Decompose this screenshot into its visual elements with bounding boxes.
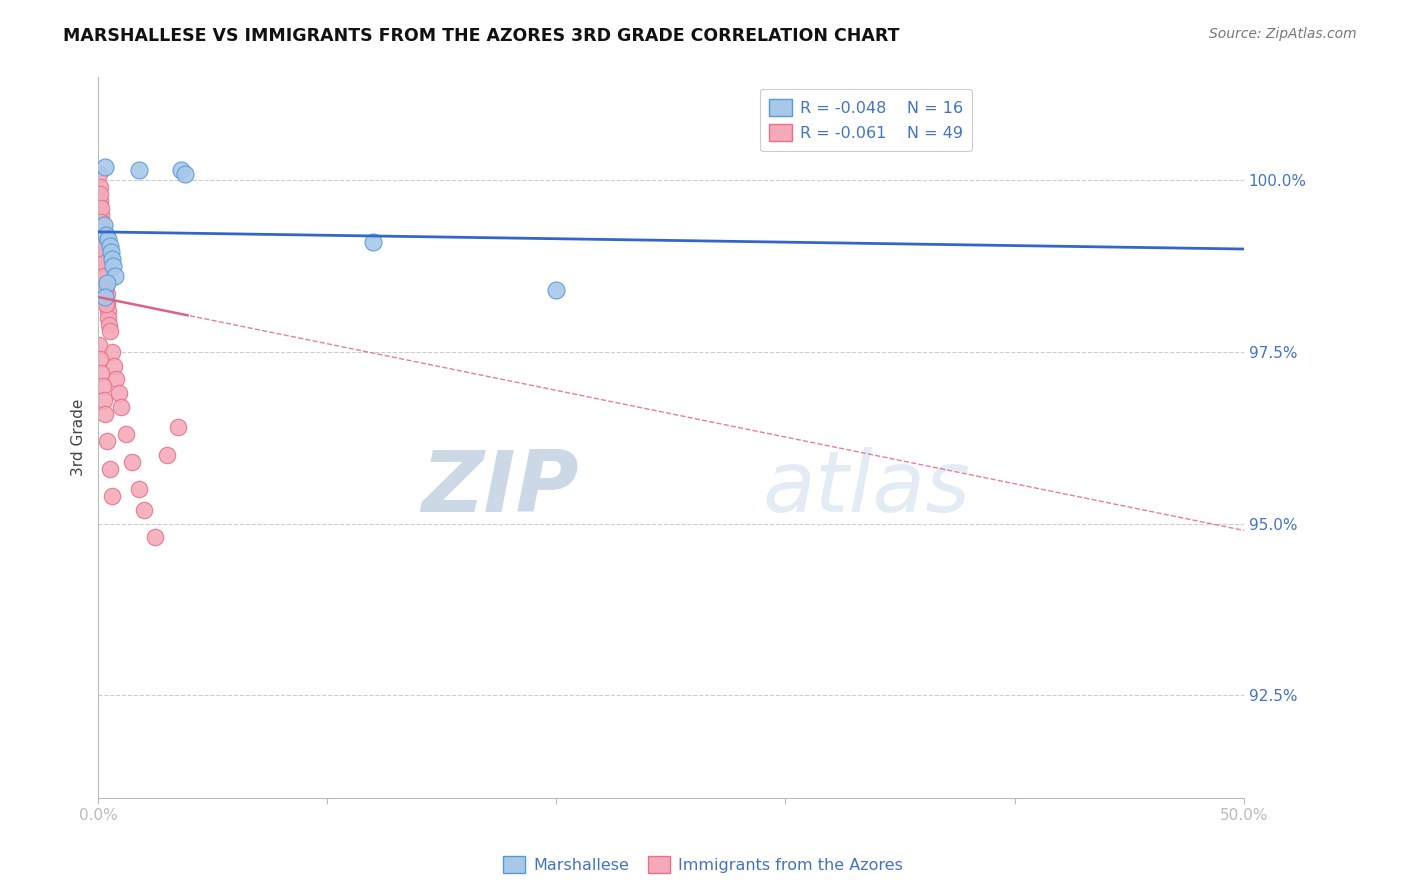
Point: [91, 242, 114, 256]
Point: [93, 256, 115, 270]
Legend: Marshallese, Immigrants from the Azores: Marshallese, Immigrants from the Azores: [496, 849, 910, 880]
Point: [103, 359, 125, 373]
Point: [89, 351, 111, 366]
Point: [97, 303, 120, 318]
Point: [91, 235, 114, 249]
Y-axis label: 3rd Grade: 3rd Grade: [72, 399, 86, 476]
Point: [107, 386, 129, 401]
Point: [121, 455, 143, 469]
Point: [93, 392, 115, 407]
Point: [101, 345, 124, 359]
Point: [128, 163, 150, 178]
Point: [156, 448, 179, 462]
Point: [97, 310, 120, 325]
Point: [94, 269, 117, 284]
Point: [94, 290, 117, 304]
Point: [96, 434, 118, 449]
Point: [89, 194, 111, 208]
Point: [90, 366, 112, 380]
Text: Source: ZipAtlas.com: Source: ZipAtlas.com: [1209, 27, 1357, 41]
Point: [98, 324, 121, 338]
Point: [94, 228, 117, 243]
Point: [93, 218, 115, 232]
Point: [96, 286, 118, 301]
Point: [97, 232, 120, 246]
Point: [110, 400, 132, 414]
Legend: R = -0.048    N = 16, R = -0.061    N = 49: R = -0.048 N = 16, R = -0.061 N = 49: [759, 89, 973, 151]
Point: [174, 167, 197, 181]
Point: [94, 160, 117, 174]
Point: [90, 221, 112, 235]
Point: [96, 297, 118, 311]
Point: [143, 530, 166, 544]
Point: [91, 242, 114, 256]
Point: [101, 252, 124, 267]
Point: [128, 482, 150, 496]
Point: [90, 208, 112, 222]
Point: [98, 461, 121, 475]
Point: [169, 163, 191, 178]
Point: [546, 283, 568, 297]
Point: [93, 269, 115, 284]
Point: [104, 269, 127, 284]
Point: [98, 318, 121, 332]
Point: [91, 228, 114, 243]
Point: [89, 187, 111, 202]
Point: [132, 503, 155, 517]
Point: [90, 201, 112, 215]
Point: [101, 259, 124, 273]
Point: [89, 167, 111, 181]
Point: [94, 283, 117, 297]
Point: [98, 238, 121, 252]
Point: [94, 277, 117, 291]
Point: [93, 249, 115, 263]
Point: [93, 256, 115, 270]
Text: ZIP: ZIP: [422, 447, 579, 530]
Point: [105, 372, 128, 386]
Text: MARSHALLESE VS IMMIGRANTS FROM THE AZORES 3RD GRADE CORRELATION CHART: MARSHALLESE VS IMMIGRANTS FROM THE AZORE…: [63, 27, 900, 45]
Point: [96, 277, 118, 291]
Point: [94, 407, 117, 421]
Point: [94, 297, 117, 311]
Point: [94, 262, 117, 277]
Point: [167, 420, 190, 434]
Point: [89, 180, 111, 194]
Point: [91, 228, 114, 243]
Text: atlas: atlas: [762, 447, 970, 530]
Point: [90, 214, 112, 228]
Point: [114, 427, 136, 442]
Point: [361, 235, 384, 249]
Point: [89, 338, 111, 352]
Point: [91, 379, 114, 393]
Point: [101, 489, 124, 503]
Point: [100, 245, 122, 260]
